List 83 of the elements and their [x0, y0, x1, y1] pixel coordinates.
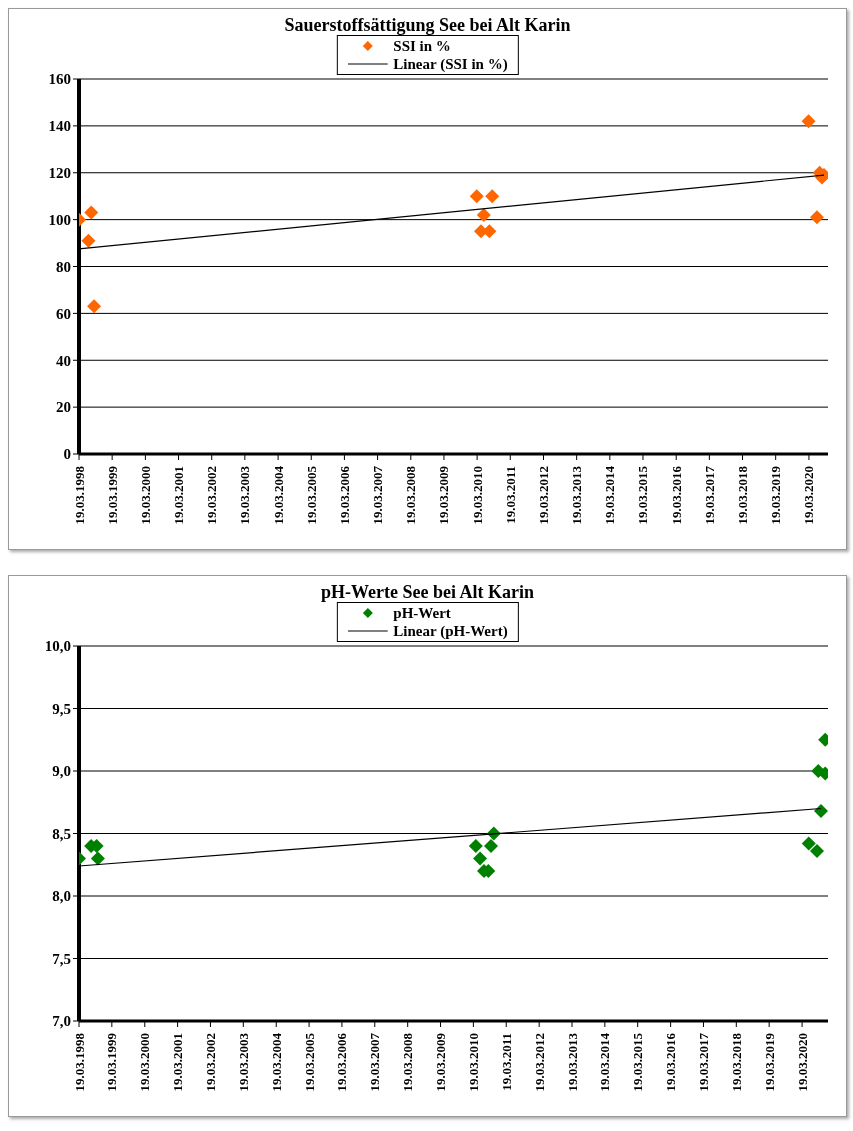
x-tick-label: 19.03.2014 — [602, 465, 618, 525]
chart-title: pH-Werte See bei Alt Karin — [320, 582, 535, 603]
x-tick-label: 19.03.2020 — [794, 1033, 810, 1092]
x-tick-label: 19.03.2007 — [370, 465, 386, 525]
x-tick-label: 19.03.2015 — [630, 1032, 646, 1092]
x-tick-label: 19.03.2009 — [436, 465, 452, 525]
x-tick-label: 19.03.2002 — [204, 466, 220, 525]
legend-label: Linear (pH-Wert) — [393, 622, 508, 640]
chart-title: Sauerstoffsättigung See bei Alt Karin — [283, 15, 572, 36]
x-tick-label: 19.03.2006 — [336, 465, 352, 525]
x-tick-label: 19.03.2005 — [303, 465, 319, 525]
point — [476, 207, 491, 222]
x-tick-label: 19.03.2011 — [502, 466, 518, 524]
legend-label: Linear (SSI in %) — [393, 55, 508, 73]
x-tick-label: 19.03.2015 — [635, 465, 651, 525]
x-tick-label: 19.03.2016 — [663, 1032, 679, 1092]
y-tick-label: 0 — [63, 446, 71, 463]
x-tick-label: 19.03.2011 — [498, 1033, 514, 1091]
x-tick-label: 19.03.2013 — [569, 465, 585, 525]
x-tick-label: 19.03.2019 — [768, 465, 784, 525]
x-tick-label: 19.03.2003 — [235, 1032, 251, 1092]
point — [809, 210, 824, 225]
point — [801, 836, 816, 851]
x-tick-label: 19.03.2019 — [761, 1032, 777, 1092]
x-tick-label: 19.03.2008 — [400, 1032, 416, 1092]
x-tick-label: 19.03.2004 — [270, 465, 286, 525]
x-tick-label: 19.03.2010 — [469, 466, 485, 525]
y-tick-label: 10,0 — [44, 638, 71, 655]
x-tick-label: 19.03.2018 — [735, 465, 751, 525]
point — [468, 839, 483, 853]
x-tick-label: 19.03.2001 — [170, 1033, 186, 1092]
point — [90, 851, 105, 866]
x-tick-label: 19.03.2013 — [564, 1032, 580, 1092]
x-tick-label: 19.03.2002 — [202, 1033, 218, 1092]
x-tick-label: 19.03.2010 — [465, 1033, 481, 1092]
y-tick-label: 20 — [56, 399, 71, 416]
y-tick-label: 140 — [48, 118, 71, 135]
point — [801, 114, 816, 129]
x-tick-label: 19.03.2018 — [728, 1032, 744, 1092]
y-tick-label: 80 — [56, 258, 71, 275]
point — [87, 299, 102, 314]
legend-label: SSI in % — [393, 37, 451, 55]
point — [81, 233, 96, 248]
point — [84, 205, 99, 220]
x-tick-label: 19.03.1998 — [71, 1032, 87, 1092]
x-tick-label: 19.03.2020 — [801, 466, 817, 525]
y-tick-label: 7,0 — [52, 1013, 71, 1030]
x-tick-label: 19.03.2007 — [367, 1032, 383, 1092]
point — [810, 844, 825, 858]
point — [813, 804, 828, 818]
x-tick-label: 19.03.1999 — [104, 465, 120, 525]
x-tick-label: 19.03.1999 — [104, 1032, 120, 1092]
point — [484, 839, 499, 853]
x-tick-label: 19.03.2008 — [403, 465, 419, 525]
y-tick-label: 9,5 — [52, 700, 71, 717]
y-tick-label: 40 — [56, 352, 71, 369]
x-tick-label: 19.03.2003 — [237, 465, 253, 525]
point — [473, 851, 488, 866]
y-tick-label: 120 — [48, 165, 71, 182]
y-tick-label: 7,5 — [52, 950, 71, 967]
x-tick-label: 19.03.2017 — [701, 465, 717, 525]
x-tick-label: 19.03.2014 — [597, 1032, 613, 1092]
y-tick-label: 9,0 — [52, 763, 71, 780]
x-tick-label: 19.03.2012 — [531, 1033, 547, 1092]
x-tick-label: 19.03.2001 — [171, 466, 187, 525]
x-tick-label: 19.03.2006 — [334, 1032, 350, 1092]
x-tick-label: 19.03.2017 — [695, 1032, 711, 1092]
point — [485, 189, 500, 204]
y-tick-label: 8,0 — [52, 888, 71, 905]
legend-label: pH-Wert — [393, 604, 451, 622]
y-tick-label: 60 — [56, 305, 71, 322]
x-tick-label: 19.03.1998 — [71, 465, 87, 525]
x-tick-label: 19.03.2004 — [268, 1032, 284, 1092]
y-tick-label: 8,5 — [52, 825, 71, 842]
x-tick-label: 19.03.2005 — [301, 1032, 317, 1092]
x-tick-label: 19.03.2012 — [536, 466, 552, 525]
x-tick-label: 19.03.2000 — [137, 466, 153, 525]
x-tick-label: 19.03.2016 — [668, 465, 684, 525]
point — [469, 189, 484, 204]
y-tick-label: 160 — [48, 71, 71, 88]
y-tick-label: 100 — [48, 211, 71, 228]
x-tick-label: 19.03.2009 — [433, 1032, 449, 1092]
x-tick-label: 19.03.2000 — [137, 1033, 153, 1092]
